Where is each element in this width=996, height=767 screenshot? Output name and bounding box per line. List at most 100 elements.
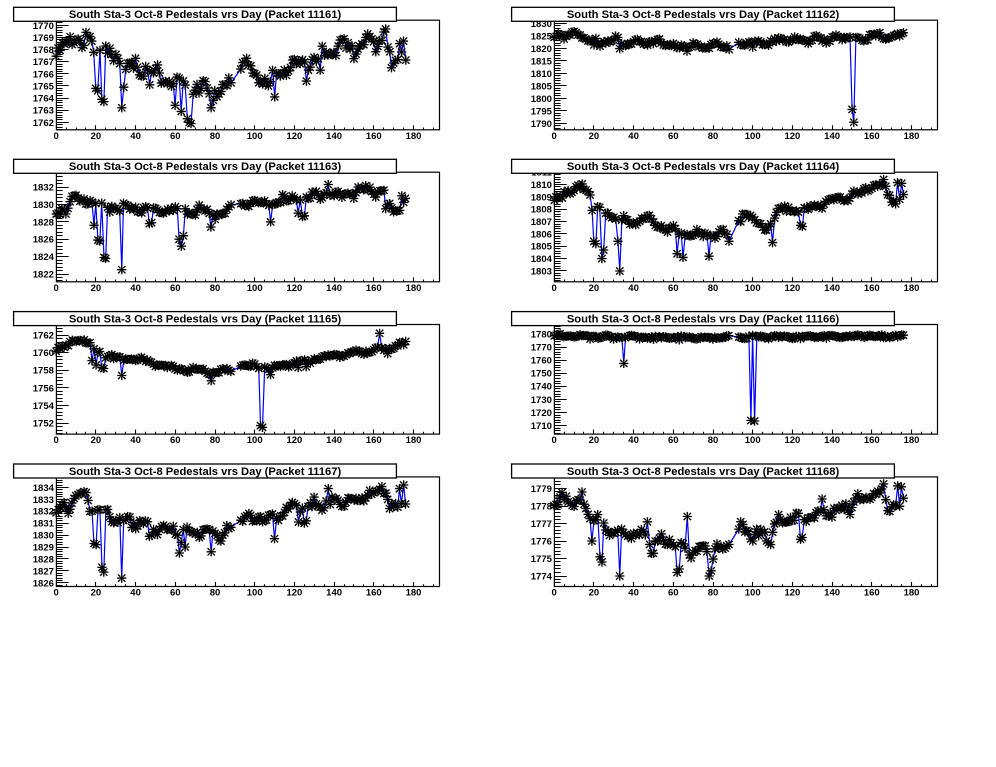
svg-text:South Sta-3 Oct-8 Pedestals vr: South Sta-3 Oct-8 Pedestals vrs Day (Pac…: [69, 9, 342, 21]
svg-text:South Sta-3 Oct-8 Pedestals vr: South Sta-3 Oct-8 Pedestals vrs Day (Pac…: [69, 314, 342, 326]
svg-text:100: 100: [745, 283, 761, 294]
svg-text:100: 100: [745, 588, 761, 599]
svg-text:1805: 1805: [531, 81, 553, 92]
svg-text:South Sta-3 Oct-8 Pedestals vr: South Sta-3 Oct-8 Pedestals vrs Day (Pac…: [567, 9, 840, 21]
svg-text:1833: 1833: [33, 495, 54, 506]
svg-text:1750: 1750: [531, 369, 552, 380]
svg-text:1790: 1790: [531, 119, 552, 130]
svg-text:140: 140: [824, 588, 840, 599]
svg-text:1830: 1830: [33, 200, 54, 211]
svg-text:0: 0: [552, 588, 557, 599]
svg-text:60: 60: [668, 588, 679, 599]
svg-text:1825: 1825: [531, 31, 553, 42]
svg-text:1810: 1810: [531, 180, 552, 191]
svg-text:1809: 1809: [531, 192, 552, 203]
svg-text:South Sta-3 Oct-8 Pedestals vr: South Sta-3 Oct-8 Pedestals vrs Day (Pac…: [69, 466, 342, 478]
svg-text:1762: 1762: [33, 118, 54, 129]
svg-text:80: 80: [210, 435, 221, 446]
svg-text:120: 120: [784, 588, 800, 599]
svg-text:180: 180: [406, 435, 422, 446]
svg-text:1804: 1804: [531, 254, 553, 265]
svg-text:60: 60: [170, 435, 181, 446]
svg-text:180: 180: [904, 435, 920, 446]
svg-text:20: 20: [589, 131, 600, 142]
svg-text:160: 160: [366, 283, 382, 294]
svg-text:0: 0: [54, 131, 59, 142]
svg-text:60: 60: [668, 131, 679, 142]
svg-text:120: 120: [286, 588, 302, 599]
svg-text:1780: 1780: [531, 329, 552, 340]
svg-text:1765: 1765: [33, 81, 55, 92]
svg-text:20: 20: [91, 435, 102, 446]
svg-text:120: 120: [286, 131, 302, 142]
svg-text:1820: 1820: [531, 44, 552, 55]
svg-text:40: 40: [628, 435, 639, 446]
svg-text:1740: 1740: [531, 382, 552, 393]
svg-text:140: 140: [824, 283, 840, 294]
svg-text:120: 120: [286, 283, 302, 294]
svg-text:1775: 1775: [531, 554, 553, 565]
svg-text:80: 80: [210, 588, 221, 599]
svg-text:120: 120: [286, 435, 302, 446]
svg-text:1795: 1795: [531, 106, 553, 117]
svg-text:0: 0: [552, 283, 557, 294]
svg-text:80: 80: [708, 131, 719, 142]
svg-text:1768: 1768: [33, 45, 54, 56]
svg-text:1766: 1766: [33, 69, 54, 80]
svg-text:20: 20: [589, 283, 600, 294]
svg-text:60: 60: [170, 588, 181, 599]
svg-text:1828: 1828: [33, 217, 54, 228]
svg-text:0: 0: [54, 588, 59, 599]
svg-text:180: 180: [904, 283, 920, 294]
svg-text:1808: 1808: [531, 205, 552, 216]
svg-text:1830: 1830: [33, 531, 54, 542]
svg-text:0: 0: [54, 283, 59, 294]
svg-text:20: 20: [589, 435, 600, 446]
svg-text:100: 100: [247, 283, 263, 294]
svg-text:1763: 1763: [33, 106, 54, 117]
svg-text:1774: 1774: [531, 572, 553, 583]
svg-text:1826: 1826: [33, 578, 54, 589]
svg-text:1807: 1807: [531, 217, 552, 228]
svg-text:1827: 1827: [33, 566, 54, 577]
svg-text:1752: 1752: [33, 418, 54, 429]
svg-text:1822: 1822: [33, 269, 54, 280]
svg-text:1762: 1762: [33, 331, 54, 342]
svg-text:120: 120: [784, 435, 800, 446]
svg-text:South Sta-3 Oct-8 Pedestals vr: South Sta-3 Oct-8 Pedestals vrs Day (Pac…: [69, 161, 342, 173]
svg-text:1778: 1778: [531, 501, 552, 512]
svg-text:60: 60: [668, 283, 679, 294]
svg-text:140: 140: [326, 588, 342, 599]
svg-text:1720: 1720: [531, 408, 552, 419]
svg-text:1834: 1834: [33, 483, 55, 494]
svg-text:80: 80: [708, 435, 719, 446]
svg-text:140: 140: [326, 131, 342, 142]
svg-text:South Sta-3 Oct-8 Pedestals vr: South Sta-3 Oct-8 Pedestals vrs Day (Pac…: [567, 161, 840, 173]
svg-text:1826: 1826: [33, 235, 54, 246]
svg-text:1760: 1760: [531, 356, 552, 367]
svg-text:60: 60: [668, 435, 679, 446]
svg-text:20: 20: [91, 588, 102, 599]
svg-text:South Sta-3 Oct-8 Pedestals vr: South Sta-3 Oct-8 Pedestals vrs Day (Pac…: [567, 314, 840, 326]
svg-text:160: 160: [864, 131, 880, 142]
svg-text:1730: 1730: [531, 395, 552, 406]
svg-text:0: 0: [552, 435, 557, 446]
svg-text:100: 100: [247, 435, 263, 446]
svg-text:1764: 1764: [33, 94, 55, 105]
svg-text:140: 140: [326, 283, 342, 294]
svg-text:1770: 1770: [531, 343, 552, 354]
svg-text:1760: 1760: [33, 348, 54, 359]
svg-text:100: 100: [745, 131, 761, 142]
svg-text:40: 40: [130, 588, 141, 599]
svg-text:140: 140: [824, 131, 840, 142]
svg-text:20: 20: [589, 588, 600, 599]
svg-text:180: 180: [904, 131, 920, 142]
svg-text:1828: 1828: [33, 554, 54, 565]
svg-text:1805: 1805: [531, 242, 553, 253]
svg-text:40: 40: [628, 283, 639, 294]
svg-text:180: 180: [406, 283, 422, 294]
svg-text:100: 100: [745, 435, 761, 446]
svg-text:60: 60: [170, 283, 181, 294]
svg-text:1767: 1767: [33, 57, 54, 68]
svg-text:1776: 1776: [531, 537, 552, 548]
